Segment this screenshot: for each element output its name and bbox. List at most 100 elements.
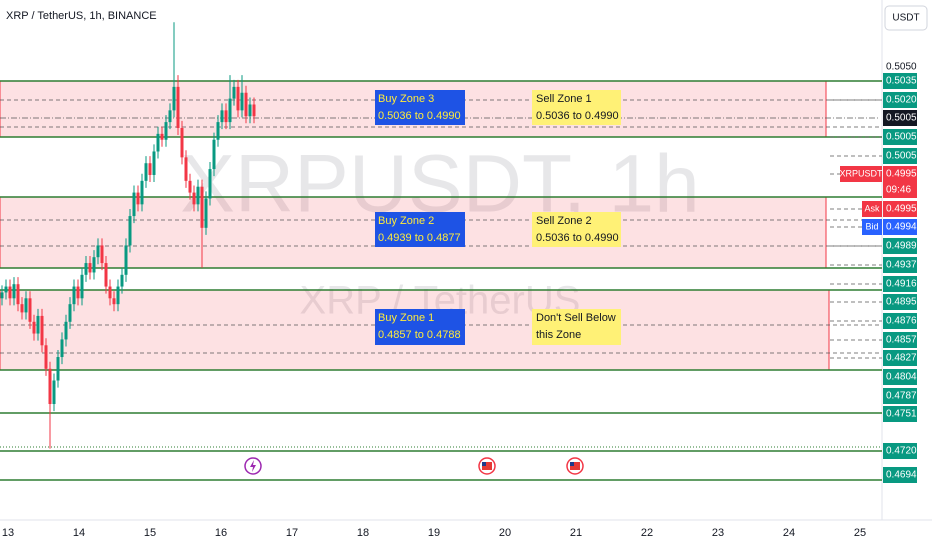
sell-note-box	[532, 90, 621, 125]
candle-body	[0, 292, 4, 299]
price-label: 0.5020	[886, 95, 917, 106]
candle-body	[212, 139, 216, 170]
event-icon-bolt	[250, 460, 256, 472]
price-label-bg	[883, 257, 917, 273]
buy-note-box	[375, 90, 465, 125]
candle-body	[132, 192, 136, 217]
candle-body	[236, 86, 240, 111]
date-label: 17	[286, 527, 298, 539]
candle-body	[188, 180, 192, 193]
sell-note-text: Don't Sell Below	[536, 312, 616, 324]
buy-note-box	[375, 212, 465, 247]
price-label: 0.5050	[886, 62, 917, 73]
price-label: 0.4751	[886, 409, 917, 420]
candle-body	[192, 192, 196, 205]
price-label-bg	[883, 92, 917, 108]
candle-body	[128, 216, 132, 246]
date-label: 25	[854, 527, 866, 539]
date-label: 14	[73, 527, 85, 539]
sell-note-text: 0.5036 to 0.4990	[536, 232, 619, 244]
price-label: 0.5005	[886, 151, 917, 162]
buy-note-text: Buy Zone 1	[378, 312, 434, 324]
candle-body	[84, 263, 88, 275]
currency[interactable]: USDT	[892, 13, 919, 24]
sell-note-text: Sell Zone 1	[536, 93, 592, 105]
currency-button[interactable]	[884, 5, 928, 31]
sell-note-text: Sell Zone 2	[536, 215, 592, 227]
price-label: 0.4994	[886, 222, 917, 233]
candle-body	[140, 180, 144, 205]
price-label-bg	[883, 406, 917, 422]
price-label: 0.4876	[886, 316, 917, 327]
candle-body	[104, 263, 108, 287]
buy-note-text: Buy Zone 2	[378, 215, 434, 227]
date-label: 13	[2, 527, 14, 539]
candle-body	[92, 257, 96, 273]
sell-note-box	[532, 309, 621, 345]
candle-body	[68, 304, 72, 322]
price-label: 0.4995	[886, 204, 917, 215]
price-label: 0.4989	[886, 241, 917, 252]
candle-body	[172, 86, 176, 111]
candle-body	[136, 192, 140, 205]
sell-note-box	[532, 212, 621, 247]
candle-body	[220, 110, 224, 123]
date-label: 19	[428, 527, 440, 539]
symbol-title: XRP / TetherUS, 1h, BINANCE	[6, 10, 157, 22]
candle-body	[108, 286, 112, 299]
sell-note-text: this Zone	[536, 329, 581, 341]
date-label: 22	[641, 527, 653, 539]
price-label: 0.5005	[886, 113, 917, 124]
candle-body	[100, 245, 104, 264]
ask-label: Ask	[864, 203, 880, 213]
price-label: 0.4857	[886, 335, 917, 346]
sell-note-text: 0.5036 to 0.4990	[536, 110, 619, 122]
price-label-bg	[883, 148, 917, 164]
candle-body	[88, 263, 92, 273]
date-label: 18	[357, 527, 369, 539]
buy-note-text: 0.4857 to 0.4788	[378, 329, 461, 341]
candle-body	[48, 368, 52, 405]
symbol-tag: XRPUSDT	[839, 168, 883, 178]
date-label: 23	[712, 527, 724, 539]
candle-body	[248, 104, 252, 117]
bid-label: Bid	[865, 221, 878, 231]
price-label: 0.4916	[886, 279, 917, 290]
candle-body	[184, 157, 188, 181]
price-label-bg	[883, 182, 917, 198]
candle-body	[80, 274, 84, 299]
candle-body	[32, 321, 36, 334]
buy-note-box	[375, 309, 465, 345]
candle-body	[164, 122, 168, 140]
candle-body	[244, 92, 248, 117]
event-flag-canton	[570, 462, 574, 466]
candle-body	[168, 110, 172, 123]
event-flag-stripes	[570, 462, 580, 470]
candle-body	[4, 286, 8, 293]
price-label-bg	[883, 350, 917, 366]
candle-body	[56, 357, 60, 381]
price-label: 0.4995	[886, 169, 917, 180]
candle-body	[124, 245, 128, 275]
candle-body	[24, 298, 28, 313]
candle-body	[76, 286, 80, 299]
candle-body	[156, 133, 160, 152]
price-label-bg	[883, 166, 917, 182]
price-label-bg	[883, 294, 917, 310]
date-label: 20	[499, 527, 511, 539]
price-label-bg	[883, 388, 917, 404]
price-label: 0.4937	[886, 260, 917, 271]
price-label-bg	[883, 467, 917, 483]
date-label: 16	[215, 527, 227, 539]
price-label: 0.4827	[886, 353, 917, 364]
candle-body	[36, 315, 40, 334]
candle-body	[148, 163, 152, 175]
price-label: 0.4694	[886, 470, 917, 481]
price-label-bg	[883, 219, 917, 235]
symbol-tag-bg	[840, 166, 882, 182]
candle-body	[16, 284, 20, 305]
candle-body	[196, 186, 200, 205]
candle-body	[180, 127, 184, 158]
price-label-bg	[883, 443, 917, 459]
